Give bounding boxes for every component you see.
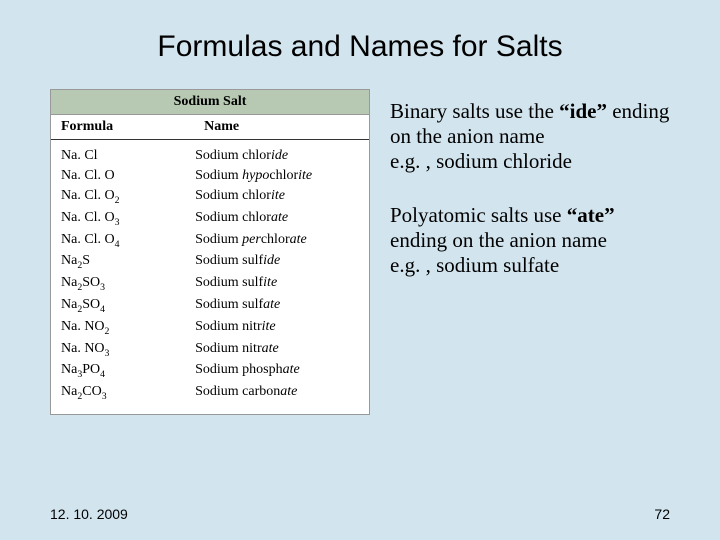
cell-name: Sodium chloride xyxy=(195,148,359,164)
cell-formula: Na2SO4 xyxy=(61,297,195,315)
slide: Formulas and Names for Salts Sodium Salt… xyxy=(0,0,720,540)
footer-page-number: 72 xyxy=(654,506,670,522)
cell-formula: Na. Cl. O3 xyxy=(61,210,195,228)
cell-name: Sodium chlorate xyxy=(195,210,359,228)
paragraph-polyatomic: Polyatomic salts use “ate” ending on the… xyxy=(390,203,670,279)
cell-formula: Na3PO4 xyxy=(61,362,195,380)
cell-formula: Na. Cl. O2 xyxy=(61,188,195,206)
table-row: Na. NO2Sodium nitrite xyxy=(51,317,369,339)
table-row: Na. NO3Sodium nitrate xyxy=(51,339,369,361)
salts-table: Sodium Salt Formula Name Na. ClSodium ch… xyxy=(50,89,370,415)
para1-bold: “ide” xyxy=(559,99,607,123)
cell-name: Sodium phosphate xyxy=(195,362,359,380)
cell-name: Sodium nitrite xyxy=(195,319,359,337)
table-row: Na. ClSodium chloride xyxy=(51,146,369,166)
column-header-name: Name xyxy=(194,115,369,139)
para1-pre: Binary salts use the xyxy=(390,99,559,123)
para2-post: ending on the anion name xyxy=(390,228,607,252)
table-column-headers: Formula Name xyxy=(51,115,369,140)
table-superheader: Sodium Salt xyxy=(51,90,369,115)
table-row: Na3PO4Sodium phosphate xyxy=(51,360,369,382)
cell-formula: Na2S xyxy=(61,253,195,271)
cell-formula: Na2CO3 xyxy=(61,384,195,402)
table-row: Na2SO4Sodium sulfate xyxy=(51,295,369,317)
cell-formula: Na. NO3 xyxy=(61,341,195,359)
cell-name: Sodium nitrate xyxy=(195,341,359,359)
para2-bold: “ate” xyxy=(567,203,615,227)
cell-name: Sodium perchlorate xyxy=(195,232,359,250)
footer-date: 12. 10. 2009 xyxy=(50,506,128,522)
table-row: Na. Cl. O2Sodium chlorite xyxy=(51,186,369,208)
para2-example: e.g. , sodium sulfate xyxy=(390,253,559,277)
table-row: Na2SO3Sodium sulfite xyxy=(51,273,369,295)
content-area: Sodium Salt Formula Name Na. ClSodium ch… xyxy=(50,89,670,415)
cell-formula: Na. Cl. O4 xyxy=(61,232,195,250)
cell-name: Sodium hypochlorite xyxy=(195,168,359,184)
table-body: Na. ClSodium chlorideNa. Cl. OSodium hyp… xyxy=(51,140,369,414)
cell-name: Sodium chlorite xyxy=(195,188,359,206)
column-header-formula: Formula xyxy=(51,115,194,139)
table-row: Na. Cl. O3Sodium chlorate xyxy=(51,208,369,230)
table-row: Na. Cl. OSodium hypochlorite xyxy=(51,166,369,186)
para1-example: e.g. , sodium chloride xyxy=(390,149,572,173)
cell-name: Sodium sulfide xyxy=(195,253,359,271)
explanation-text: Binary salts use the “ide” ending on the… xyxy=(390,89,670,415)
cell-formula: Na. NO2 xyxy=(61,319,195,337)
cell-name: Sodium sulfate xyxy=(195,297,359,315)
slide-title: Formulas and Names for Salts xyxy=(50,30,670,64)
table-row: Na. Cl. O4Sodium perchlorate xyxy=(51,230,369,252)
para2-pre: Polyatomic salts use xyxy=(390,203,567,227)
table-row: Na2SSodium sulfide xyxy=(51,251,369,273)
cell-name: Sodium carbonate xyxy=(195,384,359,402)
table-row: Na2CO3Sodium carbonate xyxy=(51,382,369,404)
cell-formula: Na. Cl xyxy=(61,148,195,164)
paragraph-binary: Binary salts use the “ide” ending on the… xyxy=(390,99,670,175)
cell-name: Sodium sulfite xyxy=(195,275,359,293)
cell-formula: Na2SO3 xyxy=(61,275,195,293)
cell-formula: Na. Cl. O xyxy=(61,168,195,184)
